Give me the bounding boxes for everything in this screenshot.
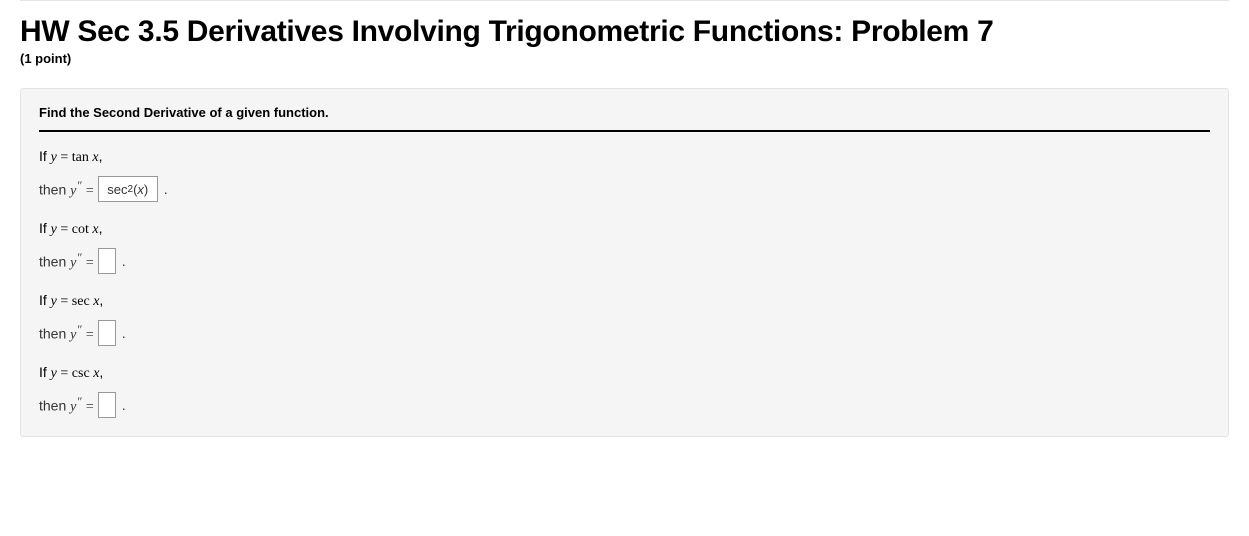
problem-panel: Find the Second Derivative of a given fu… bbox=[20, 88, 1229, 437]
answer-line: then y″ = . bbox=[39, 248, 1210, 274]
answer-line: then y″ = . bbox=[39, 320, 1210, 346]
points-label: (1 point) bbox=[20, 51, 1229, 66]
top-divider bbox=[20, 0, 1229, 1]
answer-line: then y″ = . bbox=[39, 392, 1210, 418]
question-line: If y = csc x, bbox=[39, 364, 1210, 382]
answer-line: then y″ = sec2(x) . bbox=[39, 176, 1210, 202]
page-title: HW Sec 3.5 Derivatives Involving Trigono… bbox=[20, 15, 1229, 49]
question-line: If y = tan x, bbox=[39, 148, 1210, 166]
instruction-text: Find the Second Derivative of a given fu… bbox=[39, 105, 1210, 132]
answer-input-1[interactable]: sec2(x) bbox=[98, 176, 158, 202]
question-line: If y = sec x, bbox=[39, 292, 1210, 310]
answer-input-4[interactable] bbox=[98, 392, 116, 418]
answer-input-2[interactable] bbox=[98, 248, 116, 274]
answer-input-3[interactable] bbox=[98, 320, 116, 346]
question-line: If y = cot x, bbox=[39, 220, 1210, 238]
